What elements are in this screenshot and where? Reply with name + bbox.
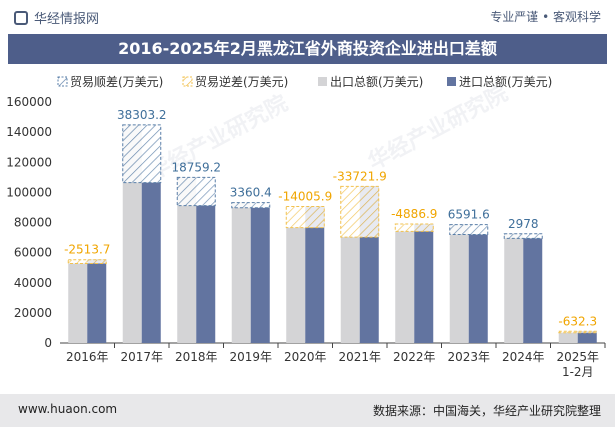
- y-tick-label: 60000: [14, 246, 52, 260]
- y-tick-label: 160000: [6, 95, 52, 109]
- y-tick-label: 20000: [14, 306, 52, 320]
- y-tick-label: 100000: [6, 185, 52, 199]
- legend-swatch: [447, 77, 456, 86]
- export-bar: [68, 263, 88, 343]
- balance-data-label: 3360.4: [230, 186, 272, 200]
- balance-bar: [503, 233, 543, 239]
- import-bar: [250, 207, 270, 343]
- legend-label: 贸易顺差(万美元): [70, 75, 163, 89]
- export-bar: [340, 237, 360, 343]
- legend-item: 出口总额(万美元): [318, 75, 423, 89]
- export-bar: [395, 231, 415, 343]
- x-tick-label: 2017年: [120, 350, 163, 364]
- balance-bar: [394, 223, 434, 232]
- balance-bar: [176, 176, 216, 207]
- balance-data-label: -632.3: [558, 314, 597, 328]
- import-bar: [305, 206, 325, 343]
- import-bar: [87, 259, 107, 343]
- footer-url: www.huaon.com: [18, 402, 118, 416]
- balance-bar: [285, 206, 325, 229]
- balance-data-label: 38303.2: [117, 108, 167, 122]
- import-bar: [414, 224, 434, 343]
- legend-label: 贸易逆差(万美元): [195, 74, 288, 89]
- balance-bar: [558, 330, 598, 334]
- legend-swatch: [57, 76, 68, 87]
- legend-item: 贸易逆差(万美元): [182, 74, 288, 89]
- import-bar: [196, 205, 216, 343]
- x-tick-label: 2022年: [393, 350, 436, 364]
- footer: www.huaon.com 数据来源：中国海关，华经产业研究院整理: [0, 394, 615, 427]
- balance-bar: [67, 259, 107, 264]
- x-tick-label: 1-2月: [562, 365, 594, 379]
- export-bar: [449, 224, 469, 343]
- x-tick-label: 2025年: [556, 350, 599, 364]
- x-tick-label: 2021年: [338, 350, 381, 364]
- export-bar: [231, 202, 251, 343]
- x-tick-label: 2024年: [502, 350, 545, 364]
- balance-data-label: -4886.9: [391, 207, 437, 221]
- balance-bar: [340, 185, 380, 238]
- slogan: 专业严谨 • 客观科学: [490, 10, 601, 24]
- balance-data-label: -14005.9: [278, 190, 332, 204]
- balance-data-label: 2978: [508, 217, 539, 231]
- y-tick-label: 120000: [6, 155, 52, 169]
- title-bar: 2016-2025年2月黑龙江省外商投资企业进出口差额: [8, 34, 607, 64]
- export-bar: [286, 227, 306, 343]
- top-bar: 华经情报网 专业严谨 • 客观科学: [0, 0, 615, 34]
- chart: 贸易顺差(万美元) 贸易逆差(万美元) 出口总额(万美元) 进口总额(万美元) 0 200…: [6, 74, 606, 379]
- brand: 华经情报网: [14, 8, 99, 27]
- balance-bar: [231, 202, 271, 209]
- export-bar: [558, 332, 578, 343]
- legend-item: 进口总额(万美元): [447, 75, 552, 89]
- import-bar: [577, 331, 597, 343]
- import-bar: [468, 234, 488, 343]
- legend-swatch: [318, 77, 327, 86]
- legend-item: 贸易顺差(万美元): [57, 75, 163, 89]
- balance-bar: [449, 224, 489, 236]
- legend-label: 进口总额(万美元): [459, 75, 552, 89]
- export-bar: [504, 233, 524, 343]
- balance-bar: [122, 124, 162, 184]
- x-tick-label: 2020年: [284, 350, 327, 364]
- legend-label: 出口总额(万美元): [330, 75, 423, 89]
- y-tick-label: 0: [44, 336, 52, 350]
- balance-data-label: 6591.6: [448, 208, 490, 222]
- brand-logo-icon: [14, 11, 28, 25]
- balance-data-label: 18759.2: [171, 160, 221, 174]
- brand-name: 华经情报网: [34, 12, 100, 27]
- x-tick-label: 2023年: [447, 350, 490, 364]
- import-bar: [523, 238, 543, 343]
- balance-data-label: -33721.9: [333, 169, 387, 183]
- x-tick-label: 2019年: [229, 350, 272, 364]
- export-bar: [177, 177, 197, 343]
- y-tick-label: 140000: [6, 125, 52, 139]
- y-tick-label: 40000: [14, 276, 52, 290]
- balance-data-label: -2513.7: [64, 243, 110, 257]
- import-bar: [141, 182, 161, 343]
- chart-title: 2016-2025年2月黑龙江省外商投资企业进出口差额: [118, 39, 497, 58]
- x-tick-label: 2018年: [175, 350, 218, 364]
- y-tick-label: 80000: [14, 216, 52, 230]
- x-tick-label: 2016年: [66, 350, 109, 364]
- legend-swatch: [182, 76, 193, 87]
- footer-source: 数据来源：中国海关，华经产业研究院整理: [372, 404, 601, 418]
